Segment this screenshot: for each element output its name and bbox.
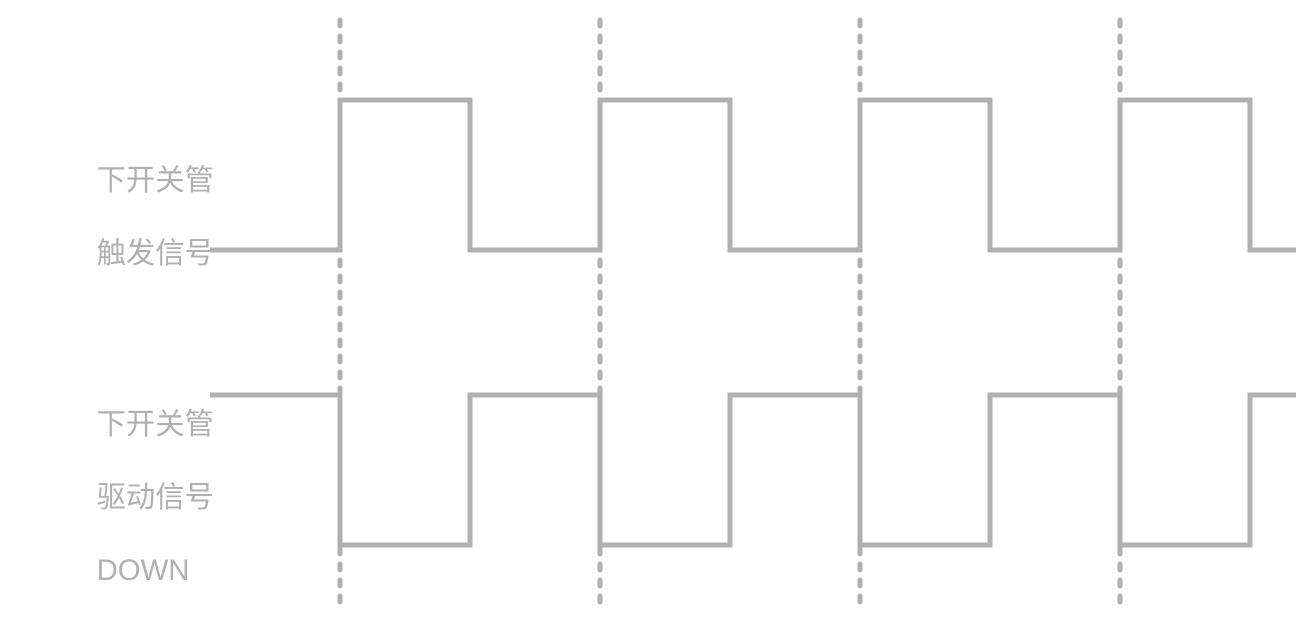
signal-a-label-line2: 触发信号 (97, 237, 214, 270)
signal-b-label-line2: 驱动信号 (97, 481, 214, 514)
signal-trigger-waveform (210, 100, 1296, 250)
signal-a-label: 下开关管 触发信号 (64, 126, 214, 309)
signal-a-label-line1: 下开关管 (97, 164, 214, 197)
signal-b-label-line3: DOWN (97, 554, 190, 587)
signal-b-label-line1: 下开关管 (97, 408, 214, 441)
signal-drive-waveform (210, 395, 1296, 545)
timing-diagram-canvas: 下开关管 触发信号 下开关管 驱动信号 DOWN (0, 0, 1296, 623)
signal-b-label: 下开关管 驱动信号 DOWN (64, 370, 214, 623)
